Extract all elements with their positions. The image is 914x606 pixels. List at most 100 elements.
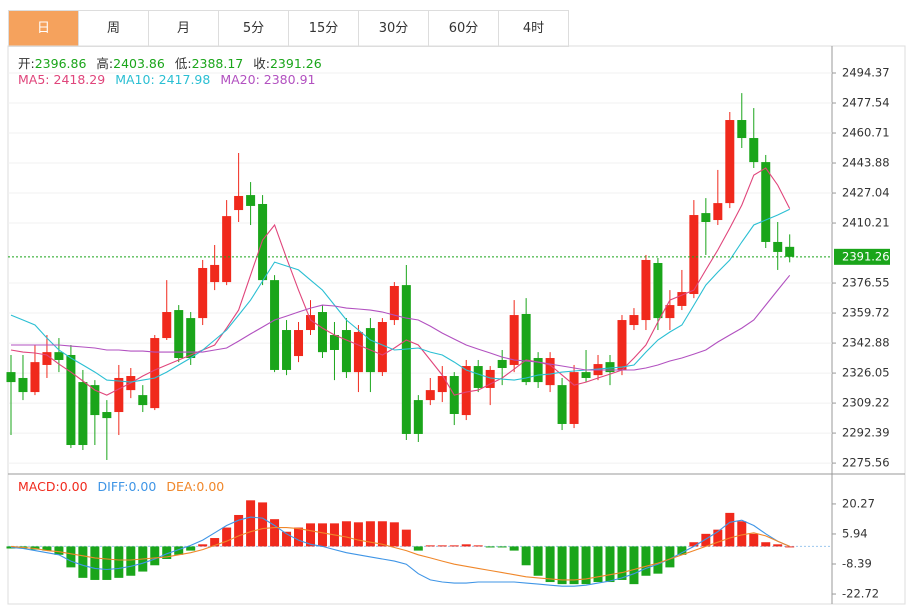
y-tick-label: 2427.04 (842, 186, 890, 200)
macd-bar (773, 544, 783, 547)
macd-bar (617, 546, 627, 580)
ma-legend-name: MA10: (115, 72, 155, 87)
macd-bar (42, 546, 52, 551)
y-tick-label: 2342.88 (842, 336, 890, 350)
candle-body (437, 376, 447, 393)
last-price-label: 2391.26 (842, 249, 890, 263)
ma-legend-value: 2417.98 (158, 72, 211, 87)
macd-bar (365, 521, 375, 547)
macd-bar (114, 546, 124, 578)
candle-body (66, 354, 76, 446)
macd-bar (533, 546, 543, 576)
candle-body (605, 362, 615, 373)
candle-body (102, 412, 112, 419)
macd-bar (198, 544, 208, 547)
macd-bar (437, 545, 447, 547)
candle-body (90, 385, 100, 416)
macd-bar (461, 544, 471, 547)
macd-bar (713, 529, 723, 547)
macd-bar (54, 546, 64, 555)
candle-body (761, 162, 771, 242)
macd-bar (545, 546, 555, 583)
macd-bar (150, 546, 160, 566)
ma-legend-value: 2418.29 (53, 72, 106, 87)
candle-body (497, 359, 507, 368)
macd-bar (246, 500, 256, 547)
candle-body (737, 120, 747, 139)
candle-body (353, 331, 363, 373)
candle-body (42, 352, 52, 365)
y-tick-label: 2494.37 (842, 66, 890, 80)
candle-body (234, 195, 244, 211)
macd-bar (306, 523, 315, 547)
macd-bar (186, 546, 196, 551)
macd-bar (341, 521, 351, 547)
macd-legend-value: 0.00 (59, 479, 88, 494)
macd-legend-value: 0.00 (128, 479, 157, 494)
macd-bar (317, 523, 327, 547)
ohlc-value: 2388.17 (191, 56, 244, 71)
ma-legend: MA5: 2418.29 MA10: 2417.98 MA20: 2380.91 (18, 72, 325, 87)
y-tick-label: 2376.55 (842, 276, 890, 290)
macd-bar (210, 538, 220, 547)
macd-bar (653, 546, 663, 574)
macd-line (10, 516, 790, 587)
candle-body (6, 372, 16, 383)
candle-body (162, 312, 172, 339)
macd-bar (66, 546, 76, 568)
macd-bar (677, 546, 687, 555)
y-tick-label: 2359.72 (842, 306, 890, 320)
candle-body (665, 305, 675, 319)
macd-bar (509, 546, 519, 551)
macd-legend-name: MACD: (18, 479, 60, 494)
macd-bar (785, 546, 795, 548)
y-tick-label: 2443.88 (842, 156, 890, 170)
macd-bar (270, 519, 280, 547)
candle-body (186, 318, 196, 359)
ohlc-legend: 开:2396.86 高:2403.86 低:2388.17 收:2391.26 (18, 53, 332, 72)
macd-bar (689, 542, 699, 547)
candle-body (521, 313, 531, 383)
candle-body (641, 259, 651, 321)
candle-body (401, 285, 411, 434)
candle-body (461, 366, 471, 416)
macd-bar (485, 546, 495, 548)
candle-body (306, 315, 315, 331)
macd-bar (701, 533, 711, 547)
macd-bar (294, 527, 304, 547)
macd-bar (749, 533, 759, 547)
ohlc-label: 低: (174, 56, 192, 71)
y-tick-label: 20.27 (842, 496, 875, 510)
candle-body (485, 369, 495, 388)
y-tick-label: 2460.71 (842, 126, 890, 140)
macd-bar (126, 546, 136, 576)
candle-body (617, 320, 627, 370)
macd-bar (353, 522, 363, 547)
macd-bar (282, 531, 292, 547)
ma-line (11, 274, 791, 371)
chart-frame (7, 45, 906, 605)
macd-bar (377, 521, 387, 547)
candle-body (425, 390, 435, 401)
macd-legend: MACD:0.00 DIFF:0.00 DEA:0.00 (18, 479, 234, 494)
macd-bar (78, 546, 88, 578)
candle-body (258, 203, 268, 281)
macd-bar (102, 546, 112, 580)
y-tick-label: 2292.39 (842, 426, 890, 440)
macd-bar (593, 546, 603, 583)
period-tab[interactable]: 日 (9, 11, 79, 47)
macd-line (10, 527, 790, 581)
y-tick-label: 2309.22 (842, 396, 890, 410)
candle-body (677, 292, 687, 306)
candle-body (473, 366, 483, 388)
macd-bar (413, 546, 423, 551)
macd-bar (234, 514, 244, 547)
candle-body (78, 382, 88, 446)
ma-legend-name: MA5: (18, 72, 50, 87)
ma-line (10, 208, 790, 383)
candle-body (785, 246, 795, 257)
y-tick-label: 2326.05 (842, 366, 890, 380)
candle-body (341, 330, 351, 373)
